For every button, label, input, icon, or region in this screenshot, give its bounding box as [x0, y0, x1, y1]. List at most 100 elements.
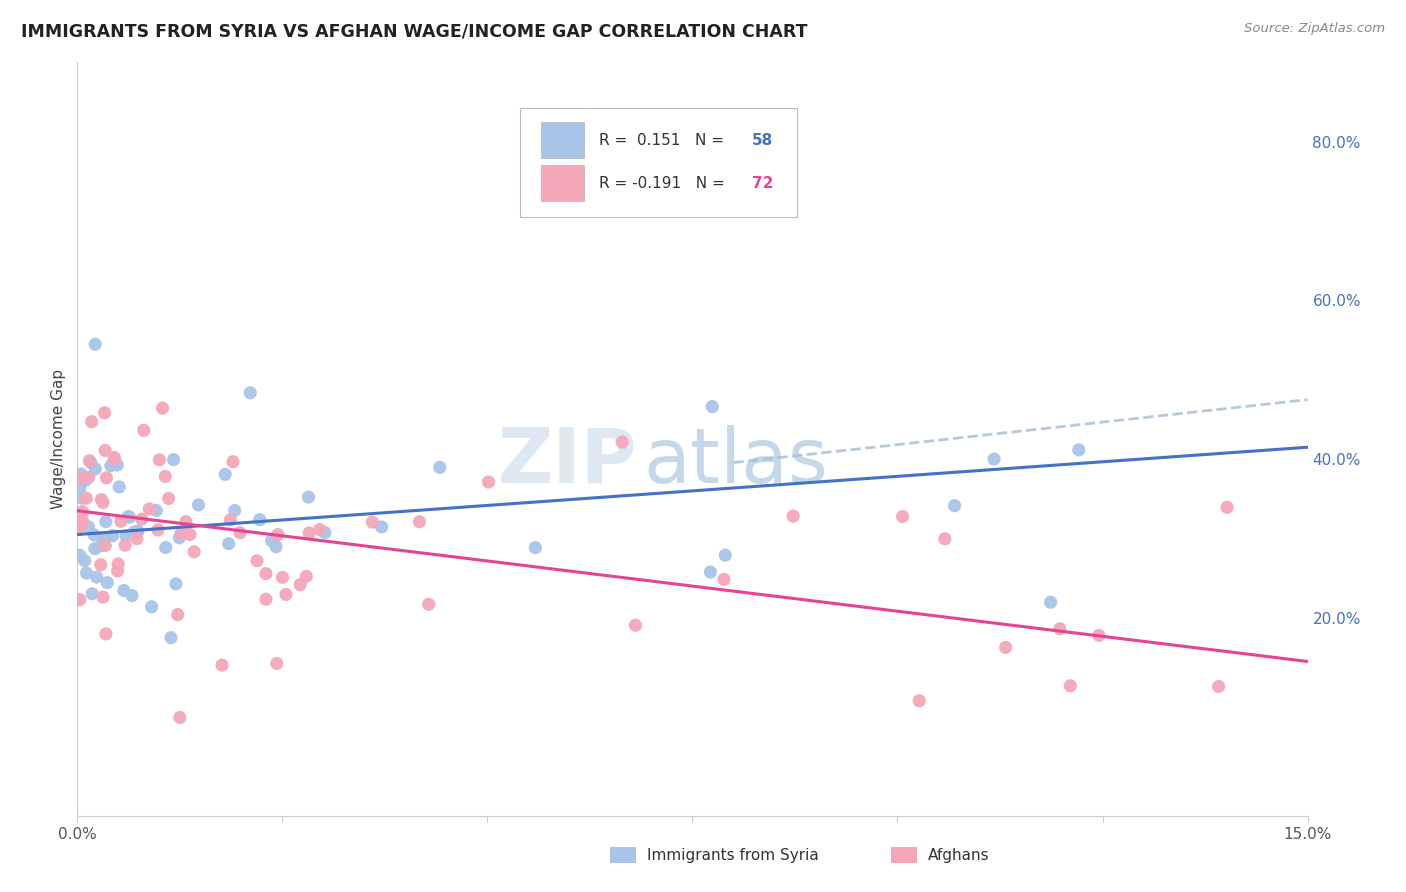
Point — [155, 541, 177, 555]
Point — [82, 587, 104, 601]
Point — [79, 454, 101, 468]
Point — [155, 469, 177, 483]
Point — [90, 539, 112, 553]
Point — [125, 526, 148, 541]
Point — [290, 577, 312, 591]
Point — [1059, 679, 1081, 693]
Point — [72, 504, 94, 518]
Point — [254, 566, 277, 581]
Point — [297, 490, 319, 504]
Point — [612, 435, 634, 450]
Point — [96, 575, 118, 590]
Point — [1039, 595, 1062, 609]
Point — [107, 564, 129, 578]
Text: Immigrants from Syria: Immigrants from Syria — [647, 848, 818, 863]
Point — [361, 515, 384, 529]
Point — [274, 587, 297, 601]
Text: Afghans: Afghans — [928, 848, 990, 863]
Point — [73, 554, 96, 568]
Point — [524, 541, 547, 555]
Point — [127, 524, 149, 538]
Point — [69, 592, 91, 607]
Point — [219, 513, 242, 527]
Point — [254, 592, 277, 607]
Point — [91, 590, 114, 604]
Point — [96, 471, 118, 485]
Text: 58: 58 — [752, 133, 773, 147]
Point — [624, 618, 647, 632]
FancyBboxPatch shape — [541, 122, 585, 158]
Point — [76, 566, 98, 580]
Point — [1208, 680, 1230, 694]
Point — [1067, 442, 1090, 457]
Point — [70, 491, 93, 505]
Point — [370, 520, 392, 534]
Point — [86, 570, 108, 584]
Point — [132, 423, 155, 437]
Point — [69, 549, 91, 563]
Point — [125, 532, 148, 546]
Point — [170, 526, 193, 541]
Point — [295, 569, 318, 583]
Y-axis label: Wage/Income Gap: Wage/Income Gap — [51, 369, 66, 509]
Point — [1216, 500, 1239, 515]
Point — [79, 455, 101, 469]
Point — [183, 545, 205, 559]
Point — [70, 467, 93, 481]
Point — [224, 503, 246, 517]
Point — [169, 531, 191, 545]
Point — [179, 527, 201, 541]
Text: ZIP: ZIP — [498, 425, 637, 499]
Point — [84, 337, 107, 351]
Point — [141, 599, 163, 614]
Point — [94, 443, 117, 458]
Point — [429, 460, 451, 475]
Point — [93, 406, 115, 420]
Point — [478, 475, 501, 489]
Point — [77, 520, 100, 534]
Point — [100, 458, 122, 473]
Point — [314, 525, 336, 540]
Point — [101, 529, 124, 543]
Point — [713, 573, 735, 587]
Point — [934, 532, 956, 546]
Point — [69, 481, 91, 495]
Text: 72: 72 — [752, 176, 773, 191]
Point — [90, 558, 112, 572]
Point — [983, 452, 1005, 467]
Point — [264, 540, 287, 554]
Point — [90, 492, 112, 507]
Point — [214, 467, 236, 482]
Point — [94, 627, 117, 641]
Point — [69, 519, 91, 533]
Point — [222, 455, 245, 469]
Text: IMMIGRANTS FROM SYRIA VS AFGHAN WAGE/INCOME GAP CORRELATION CHART: IMMIGRANTS FROM SYRIA VS AFGHAN WAGE/INC… — [21, 22, 807, 40]
Point — [714, 548, 737, 562]
Point — [94, 515, 117, 529]
Point — [218, 536, 240, 550]
Point — [91, 495, 114, 509]
Point — [69, 518, 91, 533]
Point — [105, 458, 128, 472]
Point — [174, 515, 197, 529]
Point — [75, 491, 97, 506]
Point — [266, 657, 288, 671]
Point — [83, 541, 105, 556]
Point — [138, 502, 160, 516]
Point — [994, 640, 1017, 655]
Text: R = -0.191   N =: R = -0.191 N = — [599, 176, 730, 191]
Point — [298, 526, 321, 541]
Point — [943, 499, 966, 513]
Point — [699, 565, 721, 579]
Point — [246, 554, 269, 568]
Point — [908, 694, 931, 708]
Point — [118, 510, 141, 524]
Point — [108, 480, 131, 494]
Point — [418, 598, 440, 612]
Point — [165, 577, 187, 591]
Point — [121, 589, 143, 603]
Point — [114, 538, 136, 552]
Point — [77, 470, 100, 484]
Point — [160, 631, 183, 645]
FancyBboxPatch shape — [520, 108, 797, 217]
